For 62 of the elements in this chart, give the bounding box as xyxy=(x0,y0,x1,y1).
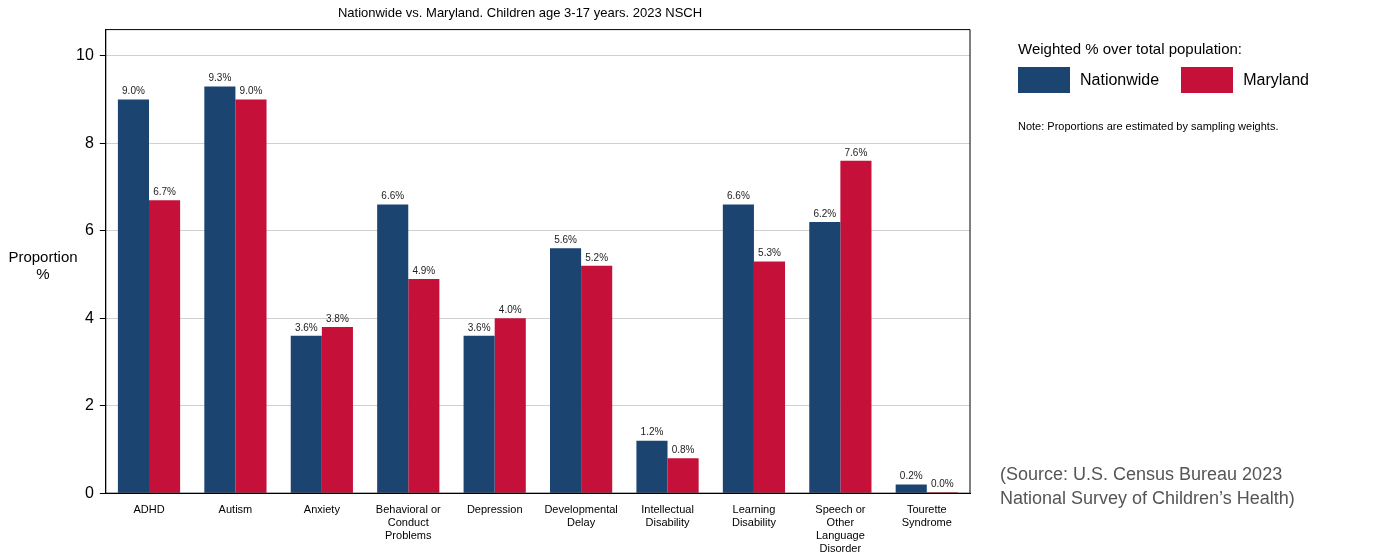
data-label: 6.2% xyxy=(813,207,837,219)
data-label: 5.3% xyxy=(758,247,782,259)
text: (Source: U.S. Census Bureau 2023 National Survey of Children’s Health) xyxy=(1000,463,1296,510)
bar xyxy=(463,335,495,493)
legend-label: Nationwide xyxy=(1080,71,1160,89)
y-tick-label: 6 xyxy=(84,221,94,239)
y-tick-label: 2 xyxy=(84,396,94,414)
x-tick-label: Speech or Other Language Disorder xyxy=(815,502,866,555)
data-label: 4.0% xyxy=(498,304,522,316)
legend-label: Maryland xyxy=(1243,71,1309,89)
data-label: 6.6% xyxy=(727,190,750,202)
data-label: 9.0% xyxy=(239,85,263,97)
bar xyxy=(204,86,236,493)
data-label: 9.3% xyxy=(208,72,232,84)
data-label: 1.2% xyxy=(640,426,664,438)
bar xyxy=(235,99,267,493)
data-label: 9.0% xyxy=(122,85,145,97)
y-tick-label: 0 xyxy=(84,483,94,501)
bar xyxy=(550,248,582,493)
x-tick-label: Tourette Syndrome xyxy=(901,502,952,529)
x-tick-label: Behavioral or Conduct Problems xyxy=(375,502,441,542)
chart-title: Nationwide vs. Maryland. Children age 3-17 years. 2023 NSCH xyxy=(337,5,703,21)
bar xyxy=(809,222,841,493)
y-tick-label: 4 xyxy=(84,308,94,326)
x-tick-label: Depression xyxy=(466,502,523,515)
data-label: 6.6% xyxy=(381,190,405,202)
bar xyxy=(722,204,754,493)
data-label: 5.6% xyxy=(554,234,578,246)
y-tick-label: 8 xyxy=(84,133,94,151)
bar xyxy=(321,327,353,493)
x-tick-label: Developmental Delay xyxy=(544,502,618,529)
bar xyxy=(840,160,872,493)
bar xyxy=(117,99,150,493)
x-tick-label: Autism xyxy=(218,502,253,515)
data-label: 6.7% xyxy=(153,185,177,197)
data-label: 0.8% xyxy=(671,443,695,455)
bar xyxy=(408,278,440,493)
bar xyxy=(667,458,699,493)
data-label: 0.0% xyxy=(930,477,954,489)
bar xyxy=(290,335,322,493)
x-tick-label: Anxiety xyxy=(303,502,341,515)
bar xyxy=(581,265,613,493)
data-label: 3.6% xyxy=(294,321,318,333)
data-label: 5.2% xyxy=(585,251,609,263)
data-label: 3.6% xyxy=(467,321,491,333)
bar xyxy=(377,204,409,493)
bar xyxy=(753,261,786,493)
x-tick-label: Intellectual Disability xyxy=(641,502,694,529)
data-label: 7.6% xyxy=(844,146,868,158)
bar xyxy=(494,318,526,493)
legend-title: Weighted % over total population: xyxy=(1018,40,1244,57)
bar xyxy=(895,484,927,493)
text: Note: Proportions are estimated by sampling weights. xyxy=(1018,120,1280,132)
bar xyxy=(149,200,181,493)
data-label: 3.8% xyxy=(326,312,349,324)
data-label: 0.2% xyxy=(899,470,923,482)
x-tick-label: Learning Disability xyxy=(731,502,777,529)
bar xyxy=(636,440,668,493)
data-label: 4.9% xyxy=(412,264,436,276)
x-tick-label: ADHD xyxy=(133,502,165,515)
y-axis-title: Proportion % xyxy=(7,248,79,282)
y-tick-label: 10 xyxy=(76,46,94,64)
